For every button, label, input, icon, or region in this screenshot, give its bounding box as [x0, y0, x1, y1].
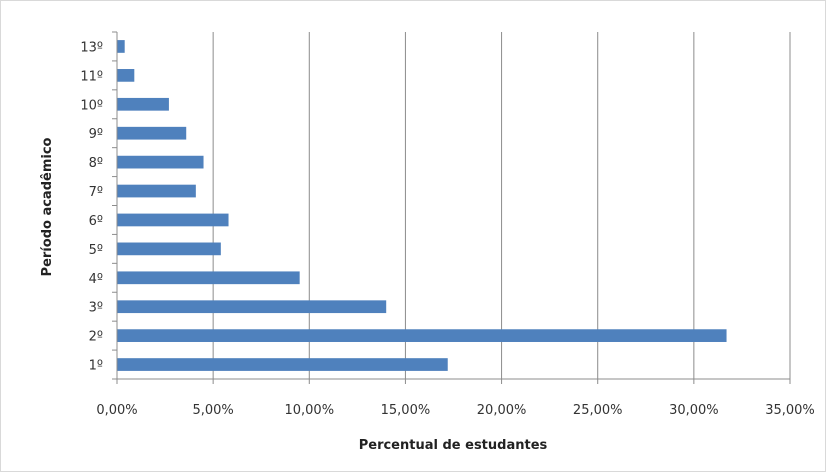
y-tick-label: 4º — [89, 272, 103, 287]
bar — [117, 69, 135, 82]
x-tick-label: 25,00% — [573, 403, 623, 418]
y-tick-label: 13º — [80, 40, 103, 55]
bar — [117, 126, 187, 140]
y-tick-label: 7º — [89, 185, 103, 200]
bars — [117, 40, 727, 371]
x-tick-label: 35,00% — [765, 403, 815, 418]
bar — [117, 97, 169, 111]
bar — [117, 155, 204, 169]
y-tick-label: 6º — [89, 214, 103, 229]
bar — [117, 40, 125, 53]
bar — [117, 329, 727, 342]
axes — [112, 31, 791, 384]
y-tick-label: 11º — [80, 69, 103, 84]
x-tick-label: 5,00% — [192, 403, 233, 418]
x-tick-label: 30,00% — [669, 403, 719, 418]
y-tick-label: 1º — [89, 359, 103, 374]
y-tick-label: 2º — [89, 330, 103, 345]
bar — [117, 242, 221, 256]
y-tick-labels: 1º 2º 3º 4º 5º 6º 7º 8º 9º 10º 11º 13º — [80, 40, 103, 373]
grid-lines — [212, 32, 791, 379]
y-tick-label: 9º — [89, 127, 103, 142]
bar — [117, 300, 387, 314]
x-tick-label: 10,00% — [284, 403, 334, 418]
bar — [117, 271, 300, 285]
y-tick-label: 3º — [89, 301, 103, 316]
y-tick-label: 5º — [89, 243, 103, 258]
bar — [117, 213, 229, 227]
bar — [117, 358, 448, 371]
x-tick-labels: 0,00% 5,00% 10,00% 15,00% 20,00% 25,00% 30,00%… — [96, 403, 814, 418]
x-tick-label: 20,00% — [477, 403, 527, 418]
bar — [117, 184, 196, 198]
y-tick-label: 10º — [80, 98, 103, 113]
y-axis-title: Período acadêmico — [40, 137, 55, 276]
y-tick-label: 8º — [89, 156, 103, 171]
x-axis-title: Percentual de estudantes — [359, 438, 548, 453]
x-tick-label: 0,00% — [96, 403, 137, 418]
x-tick-label: 15,00% — [381, 403, 431, 418]
